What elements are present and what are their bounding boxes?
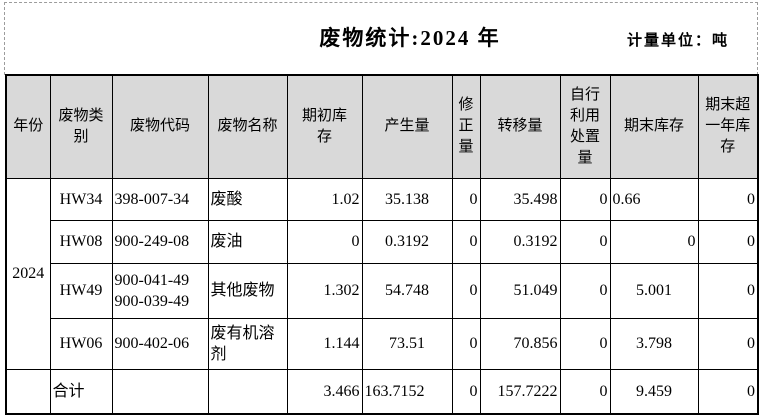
- cell-name[interactable]: 废油: [207, 219, 288, 264]
- cell-corrected[interactable]: 0: [451, 317, 481, 370]
- cell-self-disposed[interactable]: 0: [559, 317, 611, 370]
- cell-over-one-year[interactable]: 0: [697, 177, 759, 221]
- cell-generated[interactable]: 35.138: [361, 177, 453, 221]
- cell-category[interactable]: HW49: [49, 262, 113, 319]
- cell-code[interactable]: 900-402-06: [111, 317, 209, 370]
- table-row-hw34: 2024 HW34 398-007-34 废酸 1.02 35.138 0 35…: [5, 177, 759, 370]
- cell-year-empty[interactable]: [5, 368, 51, 415]
- cell-over-one-year[interactable]: 0: [697, 262, 759, 319]
- cell-name[interactable]: 废有机溶剂: [207, 317, 288, 370]
- cell-generated[interactable]: 54.748: [361, 262, 453, 319]
- cell-over-one-year[interactable]: 0: [697, 317, 759, 370]
- cell-beginning-inventory[interactable]: 1.144: [286, 317, 363, 370]
- header-year[interactable]: 年份: [5, 74, 51, 179]
- table-row-hw06: HW06 900-402-06 废有机溶剂 1.144 73.51 0 70.8…: [6, 317, 759, 370]
- cell-total-transferred[interactable]: 157.7222: [479, 368, 561, 415]
- table-row-hw08: HW08 900-249-08 废油 0 0.3192 0 0.3192 0 0…: [6, 219, 759, 264]
- header-row: 年份 废物类 别 废物代码 废物名称 期初库 存 产生量 修 正 量 转移量 自…: [5, 74, 759, 179]
- cell-total-label[interactable]: 合计: [49, 368, 113, 415]
- cell-self-disposed[interactable]: 0: [559, 177, 611, 221]
- cell-code[interactable]: 900-249-08: [111, 219, 209, 264]
- cell-corrected[interactable]: 0: [451, 177, 481, 221]
- table-row-hw49: HW49 900-041-49 900-039-49 其他废物 1.302 54…: [6, 262, 759, 319]
- cell-ending-inventory[interactable]: 0: [609, 219, 699, 264]
- cell-corrected[interactable]: 0: [451, 219, 481, 264]
- table-row-total: 合计 3.466 163.7152 0 157.7222 0 9.459 0: [5, 368, 759, 415]
- header-waste-code[interactable]: 废物代码: [111, 74, 209, 179]
- cell-total-self-disposed[interactable]: 0: [559, 368, 611, 415]
- cell-name-empty[interactable]: [207, 368, 288, 415]
- cell-self-disposed[interactable]: 0: [559, 219, 611, 264]
- cell-corrected[interactable]: 0: [451, 262, 481, 319]
- cell-beginning-inventory[interactable]: 1.302: [286, 262, 363, 319]
- cell-total-over-one-year[interactable]: 0: [697, 368, 759, 415]
- cell-total-beginning-inventory[interactable]: 3.466: [286, 368, 363, 415]
- header-ending-inventory[interactable]: 期末库存: [609, 74, 699, 179]
- cell-total-corrected[interactable]: 0: [451, 368, 481, 415]
- cell-beginning-inventory[interactable]: 1.02: [286, 177, 363, 221]
- cell-transferred[interactable]: 51.049: [479, 262, 561, 319]
- cell-category[interactable]: HW06: [49, 317, 113, 370]
- cell-generated[interactable]: 0.3192: [361, 219, 453, 264]
- header-waste-category[interactable]: 废物类 别: [49, 74, 113, 179]
- cell-total-generated[interactable]: 163.7152: [361, 368, 453, 415]
- cell-code-empty[interactable]: [111, 368, 209, 415]
- cell-ending-inventory[interactable]: 3.798: [609, 317, 699, 370]
- cell-code[interactable]: 900-041-49 900-039-49: [111, 262, 209, 319]
- header-self-disposal-amount[interactable]: 自行 利用 处置 量: [559, 74, 611, 179]
- cell-transferred[interactable]: 0.3192: [479, 219, 561, 264]
- header-transferred-amount[interactable]: 转移量: [479, 74, 561, 179]
- header-over-one-year-inventory[interactable]: 期末超 一年库 存: [697, 74, 759, 179]
- report-title: 废物统计:2024 年: [319, 26, 501, 50]
- cell-transferred[interactable]: 35.498: [479, 177, 561, 221]
- cell-generated[interactable]: 73.51: [361, 317, 453, 370]
- header-generated-amount[interactable]: 产生量: [361, 74, 453, 179]
- cell-transferred[interactable]: 70.856: [479, 317, 561, 370]
- header-correction-amount[interactable]: 修 正 量: [451, 74, 481, 179]
- cell-name[interactable]: 废酸: [207, 177, 288, 221]
- cell-year-2024[interactable]: 2024: [5, 177, 51, 370]
- cell-name[interactable]: 其他废物: [207, 262, 288, 319]
- cell-ending-inventory[interactable]: 0.66: [609, 177, 699, 221]
- print-area-dashed-boundary: [4, 2, 758, 75]
- cell-code[interactable]: 398-007-34: [111, 177, 209, 221]
- cell-beginning-inventory[interactable]: 0: [286, 219, 363, 264]
- header-beginning-inventory[interactable]: 期初库 存: [286, 74, 363, 179]
- cell-ending-inventory[interactable]: 5.001: [609, 262, 699, 319]
- header-waste-name[interactable]: 废物名称: [207, 74, 288, 179]
- waste-stats-table: 年份 废物类 别 废物代码 废物名称 期初库 存 产生量 修 正 量 转移量 自…: [5, 74, 759, 415]
- cell-self-disposed[interactable]: 0: [559, 262, 611, 319]
- cell-total-ending-inventory[interactable]: 9.459: [609, 368, 699, 415]
- unit-label: 计量单位：吨: [627, 33, 730, 49]
- cell-over-one-year[interactable]: 0: [697, 219, 759, 264]
- cell-category[interactable]: HW34: [49, 177, 113, 221]
- cell-category[interactable]: HW08: [49, 219, 113, 264]
